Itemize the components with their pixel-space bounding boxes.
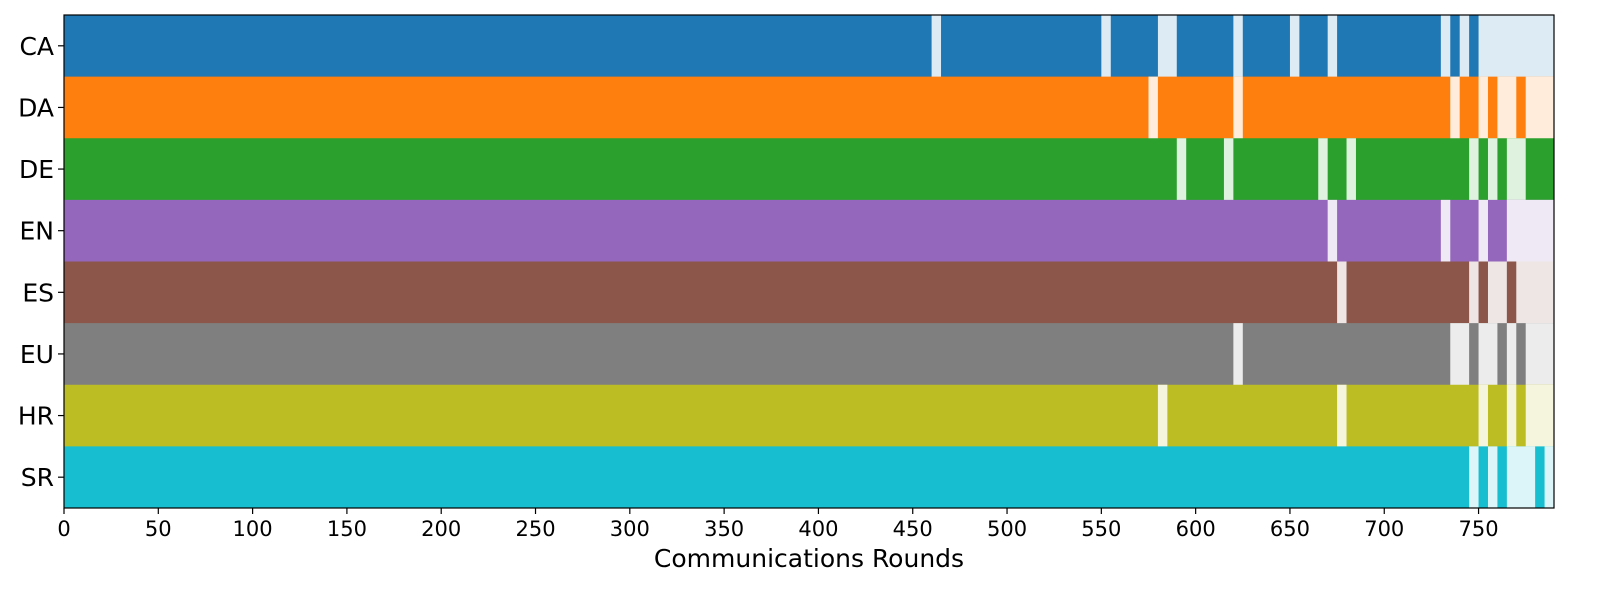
inactive-segment (1469, 138, 1479, 201)
y-tick-label: HR (18, 402, 54, 431)
x-tick-label: 550 (1081, 517, 1121, 541)
row-eu (64, 323, 1554, 386)
active-bar (64, 384, 1554, 447)
inactive-segment (1233, 323, 1243, 386)
x-axis-title: Communications Rounds (654, 544, 964, 573)
inactive-segment (1525, 384, 1554, 447)
row-sr (64, 446, 1554, 509)
x-tick-label: 50 (145, 517, 172, 541)
active-bar (64, 15, 1554, 78)
active-bar (64, 199, 1554, 262)
inactive-segment (1478, 384, 1488, 447)
inactive-segment (1148, 76, 1158, 139)
inactive-segment (1478, 199, 1488, 262)
inactive-segment (1440, 15, 1451, 78)
inactive-segment (1233, 76, 1243, 139)
row-hr (64, 384, 1554, 447)
inactive-segment (1506, 384, 1517, 447)
inactive-segment (1157, 15, 1177, 78)
inactive-segment (1157, 384, 1168, 447)
row-de (64, 138, 1554, 201)
inactive-segment (1487, 261, 1507, 324)
inactive-segment (1525, 76, 1554, 139)
x-tick-label: 300 (610, 517, 650, 541)
inactive-segment (1223, 138, 1234, 201)
x-tick-label: 700 (1364, 517, 1404, 541)
row-en (64, 199, 1554, 262)
inactive-segment (1544, 446, 1554, 509)
y-tick-label: DA (18, 93, 54, 122)
inactive-segment (1459, 15, 1470, 78)
x-axis: 0 50 100 150 200 250 300 350 400 450 500 550 600 650 7… (57, 508, 1499, 541)
rows-layer (64, 15, 1554, 509)
inactive-segment (1487, 446, 1498, 509)
inactive-segment (1497, 76, 1517, 139)
inactive-segment (1506, 199, 1554, 262)
active-bar (64, 323, 1554, 386)
inactive-segment (1176, 138, 1187, 201)
active-bar (64, 138, 1554, 201)
inactive-segment (1506, 446, 1536, 509)
x-tick-label: 100 (233, 517, 273, 541)
x-tick-label: 350 (704, 517, 744, 541)
y-tick-label: CA (19, 32, 54, 61)
x-tick-label: 650 (1270, 517, 1310, 541)
row-ca (64, 15, 1554, 78)
inactive-segment (1450, 323, 1470, 386)
x-tick-label: 0 (57, 517, 70, 541)
inactive-segment (1506, 323, 1517, 386)
y-tick-label: EU (20, 340, 54, 369)
inactive-segment (931, 15, 942, 78)
inactive-segment (1318, 138, 1328, 201)
inactive-segment (1469, 446, 1479, 509)
y-axis: CA DA DE EN ES EU HR SR (18, 32, 64, 492)
inactive-segment (1478, 323, 1498, 386)
inactive-segment (1327, 199, 1338, 262)
x-tick-label: 400 (798, 517, 838, 541)
y-tick-label: ES (22, 278, 54, 307)
x-tick-label: 450 (893, 517, 933, 541)
inactive-segment (1346, 138, 1356, 201)
x-tick-label: 500 (987, 517, 1027, 541)
inactive-segment (1101, 15, 1111, 78)
x-tick-label: 750 (1459, 517, 1499, 541)
inactive-segment (1337, 384, 1347, 447)
inactive-segment (1469, 261, 1479, 324)
y-tick-label: SR (21, 463, 54, 492)
inactive-segment (1478, 76, 1488, 139)
inactive-segment (1525, 323, 1554, 386)
x-tick-label: 250 (515, 517, 555, 541)
inactive-segment (1289, 15, 1300, 78)
x-tick-label: 600 (1176, 517, 1216, 541)
plot-frame (63, 14, 1555, 509)
inactive-segment (1233, 15, 1243, 78)
active-bar (64, 76, 1554, 139)
y-tick-label: DE (19, 155, 54, 184)
inactive-segment (1337, 261, 1347, 324)
x-tick-label: 150 (327, 517, 367, 541)
inactive-segment (1440, 199, 1451, 262)
active-bar (64, 446, 1554, 509)
inactive-segment (1450, 76, 1460, 139)
active-bar (64, 261, 1554, 324)
y-tick-label: EN (20, 217, 55, 246)
row-es (64, 261, 1554, 324)
row-da (64, 76, 1554, 139)
inactive-segment (1516, 261, 1554, 324)
inactive-segment (1487, 138, 1498, 201)
x-tick-label: 200 (421, 517, 461, 541)
inactive-segment (1506, 138, 1526, 201)
inactive-segment (1478, 15, 1554, 78)
inactive-segment (1327, 15, 1338, 78)
